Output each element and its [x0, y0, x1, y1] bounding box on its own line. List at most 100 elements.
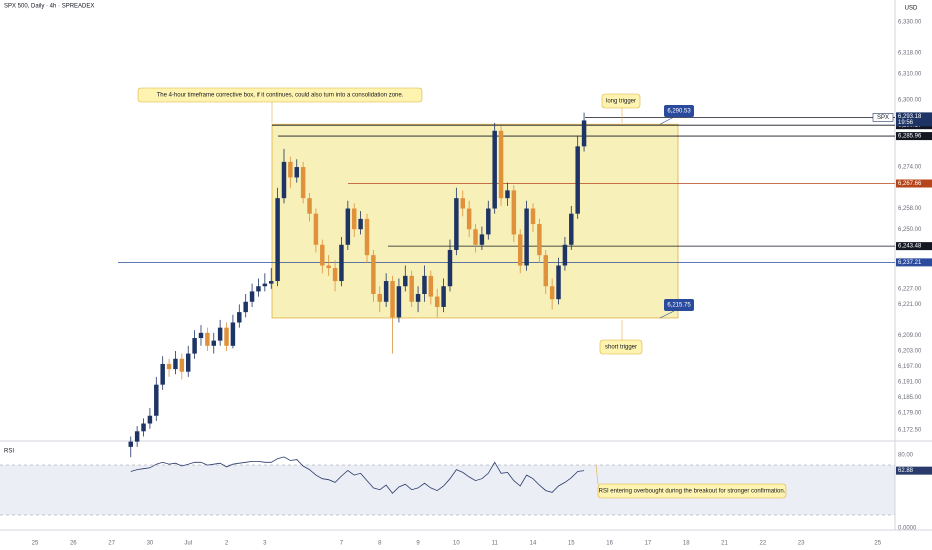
candle-body: [224, 327, 229, 346]
candle-body: [486, 208, 491, 235]
candle-body: [569, 213, 574, 245]
chart-title: SPX 500, Daily · 4h · SPREADEX: [4, 4, 94, 10]
candle-body: [575, 146, 580, 214]
candle-body: [524, 208, 529, 266]
candle-body: [185, 353, 191, 372]
x-tick-label: 15: [568, 541, 575, 547]
y-tick-label: 6,300.00: [898, 97, 922, 103]
x-tick-label: 14: [530, 541, 537, 547]
candle-body: [556, 265, 561, 300]
y-tick-label: 6,179.00: [898, 411, 922, 417]
candle-body: [549, 286, 555, 300]
rsi-last-label: 62.88: [898, 468, 914, 474]
candle-body: [517, 234, 523, 266]
y-tick-label: 6,250.00: [898, 227, 922, 233]
candle-body: [460, 198, 465, 209]
candle-body: [466, 208, 472, 230]
box-tag: [664, 105, 694, 117]
candle-body: [364, 218, 370, 256]
x-tick-label: 18: [683, 541, 690, 547]
candle-body: [479, 234, 485, 245]
candle-body: [307, 198, 312, 214]
x-tick-label: 25: [32, 541, 39, 547]
rsi-tick-label: 0.0000: [898, 526, 917, 532]
level-label: 6,285.96: [898, 134, 922, 140]
rsi-line: [130, 456, 585, 494]
y-tick-label: 6,172.50: [898, 428, 922, 434]
x-tick-label: 11: [492, 541, 499, 547]
candle-body: [154, 384, 159, 416]
rsi-title: RSI: [4, 449, 14, 455]
note-box: [601, 93, 641, 109]
candle-body: [249, 291, 255, 302]
symbol-label: SPX: [877, 115, 889, 121]
candle-body: [326, 265, 331, 269]
candle-body: [345, 208, 351, 245]
y-tick-label: 6,330.00: [898, 20, 922, 26]
candle-body: [434, 296, 440, 307]
candle-body: [473, 229, 478, 245]
y-tick-label: 6,203.00: [898, 349, 922, 355]
x-tick-label: 30: [147, 541, 154, 547]
y-tick-label: 6,221.00: [898, 302, 922, 308]
x-tick-label: 16: [606, 541, 613, 547]
candle-body: [281, 161, 287, 199]
candle-body: [205, 332, 210, 346]
candle-body: [454, 198, 459, 250]
candle-body: [371, 255, 376, 294]
x-tick-label: 2: [225, 541, 229, 547]
candle-body: [313, 213, 319, 245]
x-tick-label: 22: [759, 541, 766, 547]
y-tick-label: 6,197.00: [898, 364, 922, 370]
rsi-tick-label: 80.00: [898, 453, 914, 459]
candle-body: [192, 338, 197, 354]
candle-body: [211, 340, 216, 346]
note-box: [599, 339, 643, 355]
box-label: 6,215.75: [667, 303, 691, 309]
note-box: [597, 483, 787, 499]
candle-body: [256, 286, 261, 292]
x-tick-label: 23: [798, 541, 805, 547]
note-connector: [595, 464, 599, 485]
last-price-tag: [896, 112, 932, 127]
y-tick-label: 6,310.00: [898, 71, 922, 77]
candle-body: [581, 120, 587, 147]
box-connector: [659, 116, 675, 125]
level-tag: [896, 242, 932, 251]
x-tick-label: 21: [721, 541, 728, 547]
candle-body: [492, 130, 497, 209]
x-tick-label: 10: [453, 541, 460, 547]
candle-body: [351, 208, 357, 230]
y-tick-label: 6,209.00: [898, 333, 922, 339]
candle-body: [498, 130, 504, 199]
x-tick-label: 26: [70, 541, 77, 547]
y-tick-label: 6,191.00: [898, 380, 922, 386]
rsi-tag: [896, 466, 932, 475]
candle-body: [383, 281, 389, 302]
x-tick-label: 9: [416, 541, 420, 547]
x-tick-label: 3: [263, 541, 267, 547]
candle-body: [332, 268, 338, 282]
candle-body: [562, 244, 568, 266]
candle-body: [428, 275, 434, 297]
candle-body: [530, 208, 536, 225]
note-box: [137, 87, 423, 103]
y-tick-label: 6,274.00: [898, 165, 922, 171]
x-tick-label: 27: [108, 541, 115, 547]
candle-body: [141, 423, 146, 432]
candle-body: [134, 431, 140, 442]
x-tick-label: 8: [378, 541, 382, 547]
y-tick-label: 6,185.00: [898, 395, 922, 401]
y-tick-label: 6,258.00: [898, 206, 922, 212]
candle-body: [403, 275, 408, 287]
candle-body: [147, 415, 153, 424]
y-tick-label: 6,318.00: [898, 51, 922, 57]
note-text: short trigger: [605, 345, 637, 351]
candle-body: [128, 441, 133, 447]
candle-body: [230, 322, 236, 346]
symbol-tag: [872, 113, 894, 122]
level-label: 6,243.48: [898, 244, 922, 250]
candle-body: [441, 286, 446, 307]
candle-body: [268, 281, 274, 284]
candle-body: [294, 167, 299, 178]
